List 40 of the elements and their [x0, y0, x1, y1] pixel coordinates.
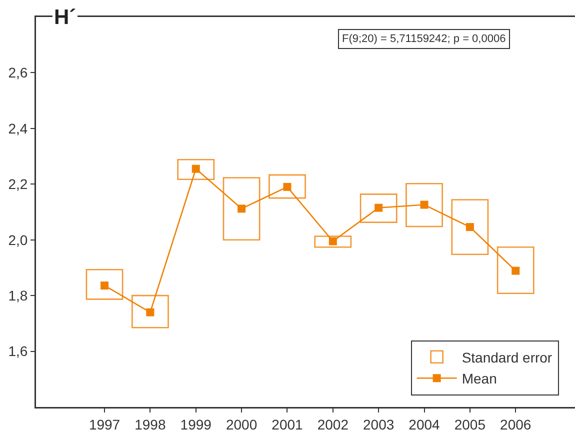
- annotation: F(9;20) = 5,71159242; p = 0,0006: [342, 33, 506, 45]
- bar: [222, 177, 260, 241]
- point: [283, 182, 292, 191]
- x-tick-label: 1998: [134, 416, 166, 432]
- point: [238, 204, 246, 213]
- bar: [314, 236, 352, 248]
- bar: [406, 182, 443, 228]
- point: [512, 266, 520, 275]
- y-tick-label: 1,8: [8, 287, 28, 304]
- point: [192, 164, 200, 173]
- y-tick-label: 1,6: [8, 343, 28, 360]
- x-tick-label: 2000: [226, 416, 258, 432]
- y-tick-label: 2,6: [8, 64, 28, 81]
- x-tick-label: 1999: [180, 416, 212, 432]
- x-tick-label: 2003: [363, 416, 394, 432]
- x-tick-label: 2005: [454, 416, 486, 432]
- bar: [496, 246, 534, 294]
- point: [328, 237, 337, 246]
- bar: [86, 269, 124, 300]
- bar: [268, 174, 306, 199]
- x-tick-label: 1997: [88, 416, 120, 432]
- legend-label: Standard error: [462, 349, 552, 366]
- point: [100, 282, 109, 290]
- x-tick-label: 2002: [317, 416, 349, 432]
- y-tick-label: 2,4: [8, 120, 28, 136]
- point: [466, 223, 474, 232]
- bar: [451, 199, 489, 255]
- x-tick-label: 2001: [272, 416, 304, 432]
- bar: [132, 294, 169, 328]
- y-axis-title: H´: [54, 6, 76, 29]
- y-tick-label: 2,0: [8, 232, 28, 248]
- x-tick-label: 2006: [500, 416, 532, 432]
- point: [374, 204, 383, 212]
- y-tick-label: 2,2: [8, 176, 28, 192]
- x-tick-label: 2004: [408, 416, 440, 432]
- legend-label: Mean: [462, 370, 497, 387]
- bar: [360, 194, 398, 223]
- bar: [177, 158, 215, 180]
- point: [146, 308, 154, 316]
- point: [420, 200, 428, 209]
